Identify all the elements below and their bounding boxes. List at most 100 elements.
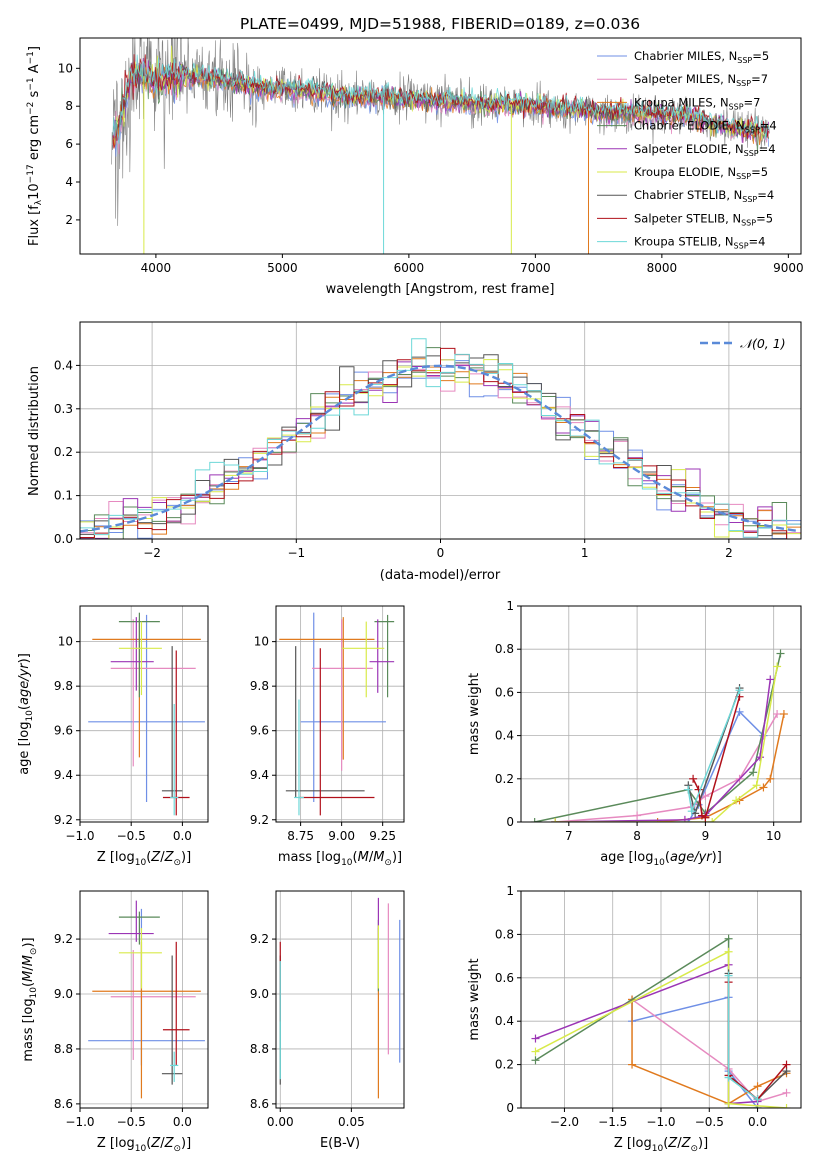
xtick-label: 8	[633, 829, 641, 843]
panel-xlabel: mass [log10(M/M⊙)]	[278, 850, 402, 868]
residuals-ytick-label: 0.2	[54, 445, 73, 459]
ytick-label: 9.4	[54, 768, 73, 782]
residuals-panel: −2 −1 0 1 2 0.0 0.1 0.2 0.3 0.4 (data-model)/erro…	[27, 321, 802, 583]
weight-vs-metallicity-panel: −2.0 −1.5 −1.0 −0.5 0.0 0 0.2 0.4 0.6 0.8 1 Z [log1…	[467, 884, 802, 1154]
spectrum-ytick-label: 6	[65, 137, 73, 151]
legend-label-chabrier-elodie: Chabrier ELODIE, NSSP=4	[634, 119, 777, 135]
legend-label-chabrier-miles: Chabrier MILES, NSSP=5	[634, 49, 769, 65]
panel-marks	[88, 612, 205, 816]
panel-xlabel: Z [log10(Z/Z⊙)]	[614, 1136, 708, 1154]
weight-line-salpeter-miles	[631, 998, 787, 1103]
ytick-label: 8.8	[54, 1042, 73, 1056]
xtick-label: −1.5	[598, 1115, 627, 1129]
xtick-label: 0.00	[267, 1115, 294, 1129]
xtick-label: 0.0	[173, 829, 192, 843]
spectrum-frame	[79, 37, 802, 255]
normal-legend-label: 𝒩(0, 1)	[740, 336, 786, 351]
ytick-label: 9.2	[250, 932, 269, 946]
ytick-label: 0	[506, 1101, 514, 1115]
mass-vs-ebv-panel: 0.00 0.05 8.6 8.8 9.0 9.2 E(B-V)	[250, 890, 405, 1151]
xtick-label: −1.0	[646, 1115, 675, 1129]
residuals-xtick-label: −1	[287, 546, 305, 560]
residuals-ticks: −2 −1 0 1 2 0.0 0.1 0.2 0.3 0.4	[54, 358, 733, 560]
panel-frame	[275, 890, 405, 1109]
xtick-label: −0.5	[695, 1115, 724, 1129]
ytick-label: 9.4	[250, 768, 269, 782]
xtick-label: 0.05	[338, 1115, 365, 1129]
ytick-label: 0.4	[495, 729, 514, 743]
spectrum-xtick-label: 8000	[647, 261, 678, 275]
ytick-label: 0.6	[495, 685, 514, 699]
panel-frame	[79, 605, 209, 823]
age-vs-mass-panel: 8.75 9.00 9.25 9.2 9.4 9.6 9.8 10 mass [log10(M/…	[250, 605, 405, 868]
xtick-label: −2.0	[550, 1115, 579, 1129]
panel-xlabel: age [log10(age/yr)]	[600, 850, 722, 868]
panel-frame	[79, 890, 209, 1109]
panel-marks	[279, 897, 401, 1099]
legend-label-kroupa-miles: Kroupa MILES, NSSP=7	[634, 95, 760, 111]
spectrum-ytick-label: 10	[58, 61, 73, 75]
xtick-label: 0.0	[748, 1115, 767, 1129]
legend-label-kroupa-elodie: Kroupa ELODIE, NSSP=5	[634, 165, 768, 181]
xtick-label: 8.75	[287, 829, 314, 843]
residuals-ytick-label: 0.3	[54, 402, 73, 416]
spectrum-ytick-label: 8	[65, 99, 73, 113]
ytick-label: 0.8	[495, 642, 514, 656]
residuals-plot-area	[80, 322, 801, 540]
residuals-xtick-label: 0	[437, 546, 445, 560]
residuals-ytick-label: 0.0	[54, 532, 73, 546]
ytick-label: 8.6	[54, 1097, 73, 1111]
ytick-label: 9.2	[54, 813, 73, 827]
ytick-label: 0.2	[495, 772, 514, 786]
age-vs-metallicity-panel: −1.0 −0.5 0.0 9.2 9.4 9.6 9.8 10 Z [log10(Z/Z⊙)]…	[17, 605, 209, 868]
ytick-label: 1	[506, 884, 514, 898]
xtick-label: −0.5	[117, 1115, 146, 1129]
ytick-label: 1	[506, 599, 514, 613]
xtick-label: 10	[766, 829, 781, 843]
ytick-label: 0.4	[495, 1014, 514, 1028]
ytick-label: 9.8	[54, 679, 73, 693]
normal-curve	[80, 364, 799, 533]
spectrum-ytick-label: 2	[65, 213, 73, 227]
residuals-xlabel: (data-model)/error	[380, 568, 501, 583]
ytick-label: 0	[506, 815, 514, 829]
panel-marks	[279, 612, 395, 816]
panel-ylabel: mass weight	[467, 958, 482, 1040]
ytick-label: 10	[58, 635, 73, 649]
spectrum-ylabel: Flux [fλ10−17 erg cm−2 s−1 A−1]	[26, 46, 44, 246]
residuals-xtick-label: −2	[143, 546, 161, 560]
ytick-label: 9.8	[250, 679, 269, 693]
panel-xlabel: E(B-V)	[320, 1136, 360, 1151]
spectrum-xtick-label: 4000	[141, 261, 172, 275]
xtick-label: 0.0	[173, 1115, 192, 1129]
ytick-label: 9.2	[250, 813, 269, 827]
spectrum-ticks: 4000 5000 6000 7000 8000 9000 2 4 6 8 10	[58, 61, 804, 275]
spectrum-xtick-label: 7000	[520, 261, 551, 275]
panel-ylabel: age [log10(age/yr)]	[17, 653, 35, 775]
ytick-label: 0.2	[495, 1058, 514, 1072]
ytick-label: 8.6	[250, 1097, 269, 1111]
ytick-label: 9.2	[54, 932, 73, 946]
ytick-label: 0.6	[495, 971, 514, 985]
spectrum-panel: 4000 5000 6000 7000 8000 9000 2 4 6 8 10 wavelengt…	[26, 37, 804, 297]
ytick-label: 9.0	[250, 987, 269, 1001]
spectrum-xtick-label: 6000	[394, 261, 425, 275]
panel-marks	[530, 649, 788, 822]
panel-ylabel: mass weight	[467, 673, 482, 755]
spectrum-xtick-label: 5000	[267, 261, 298, 275]
legend-label-salpeter-stelib: Salpeter STELIB, NSSP=5	[634, 211, 773, 227]
weight-vs-age-panel: 7 8 9 10 0 0.2 0.4 0.6 0.8 1 age [log10(age/yr)] ma…	[467, 599, 802, 868]
xtick-label: 9.25	[369, 829, 396, 843]
panel-marks	[88, 900, 205, 1099]
legend-label-salpeter-miles: Salpeter MILES, NSSP=7	[634, 72, 768, 88]
model-spectrum-salpeter-stelib	[112, 54, 770, 149]
spectrum-plot-area	[111, 38, 770, 254]
panel-frame	[520, 605, 802, 823]
spectrum-xlabel: wavelength [Angstrom, rest frame]	[326, 282, 555, 297]
spectrum-lines	[111, 38, 770, 254]
legend-label-kroupa-stelib: Kroupa STELIB, NSSP=4	[634, 235, 765, 251]
xtick-label: −0.5	[117, 829, 146, 843]
panel-frame	[275, 605, 405, 823]
ytick-label: 8.8	[250, 1042, 269, 1056]
